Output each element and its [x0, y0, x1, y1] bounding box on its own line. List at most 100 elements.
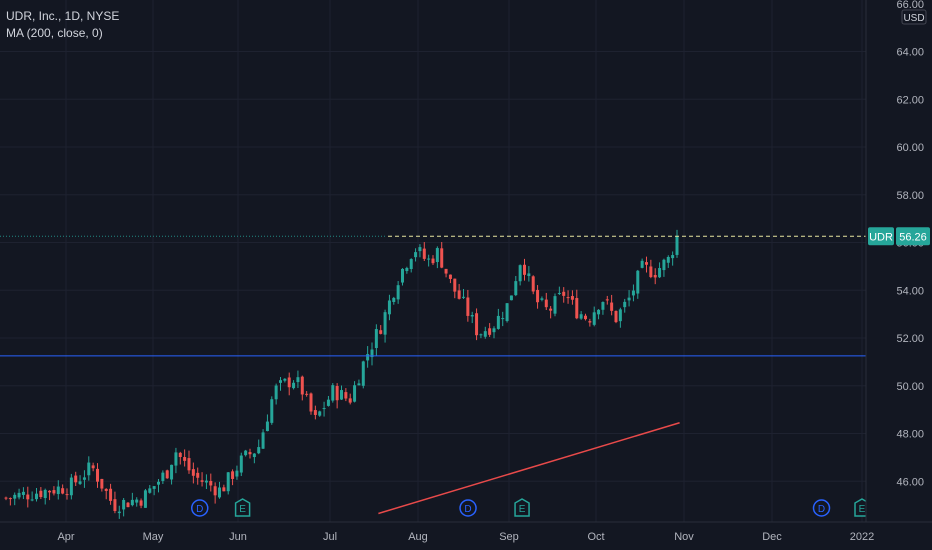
dividend-icon — [459, 499, 477, 517]
time-tick-label: Aug — [408, 531, 428, 543]
candle-body — [183, 457, 187, 461]
candle-body — [8, 498, 12, 500]
earnings-icon — [234, 498, 251, 517]
candle-body — [244, 450, 248, 456]
candle-body — [387, 300, 391, 315]
candle-body — [466, 297, 470, 316]
candle-body — [370, 349, 374, 358]
candle-body — [361, 361, 365, 386]
candle-body — [405, 267, 409, 272]
candle-body — [218, 487, 221, 498]
candle-body — [440, 248, 444, 268]
candle-body — [483, 331, 487, 337]
candle-body — [322, 408, 326, 410]
candle-body — [270, 399, 274, 423]
symbol-title[interactable]: UDR, Inc., 1D, NYSE — [6, 9, 120, 23]
candle-body — [157, 481, 160, 485]
candle-body — [353, 385, 357, 402]
candle-body — [239, 455, 243, 473]
candle-body — [396, 285, 400, 300]
candle-body — [610, 302, 614, 311]
time-tick-label: Apr — [57, 531, 74, 543]
candle-body — [392, 297, 396, 302]
time-tick-label: Jun — [229, 531, 247, 543]
price-tick-label: 58.00 — [896, 190, 924, 202]
price-tick-label: 48.00 — [896, 429, 924, 441]
candle-body — [13, 494, 17, 499]
candle-body — [645, 262, 648, 265]
candle-body — [627, 297, 631, 301]
candle-body — [174, 452, 178, 466]
candle-body — [671, 255, 675, 259]
price-tick-label: 54.00 — [896, 285, 924, 297]
candle-body — [523, 264, 526, 275]
candle-body — [584, 315, 587, 320]
candle-body — [100, 478, 104, 489]
candle-body — [117, 511, 121, 514]
candle-body — [479, 334, 483, 336]
candle-body — [566, 297, 570, 299]
candle-body — [21, 491, 25, 495]
last-price-label: 56.26 — [899, 231, 927, 243]
candle-body — [313, 410, 317, 415]
price-tick-label: 46.00 — [896, 476, 924, 488]
time-tick-label: Dec — [762, 531, 782, 543]
candle-body — [165, 470, 169, 479]
indicator-label[interactable]: MA (200, close, 0) — [6, 26, 103, 40]
time-tick-label: Nov — [674, 531, 694, 543]
candle-body — [348, 398, 352, 403]
candle-body — [653, 274, 657, 278]
candle-body — [122, 499, 126, 510]
candle-body — [470, 315, 474, 317]
candle-body — [35, 493, 38, 500]
candle-body — [509, 295, 513, 301]
time-tick-label: 2022 — [850, 531, 874, 543]
time-axis[interactable]: Apr May Jun Jul Aug Sep Oct Nov Dec 2022 — [0, 521, 932, 550]
event-label: E — [859, 504, 866, 515]
candle-body — [640, 260, 644, 268]
price-tick-label: 64.00 — [896, 47, 924, 59]
candle-body — [96, 468, 99, 482]
candle-body — [235, 470, 239, 477]
last-price-badge — [896, 227, 930, 246]
candle-body — [61, 488, 65, 494]
candle-body — [261, 432, 265, 449]
candle-body — [418, 247, 422, 252]
candle-body — [152, 486, 156, 489]
candle-body — [222, 487, 226, 492]
candle-body — [601, 302, 605, 310]
candle-body — [488, 328, 492, 335]
candle-body — [666, 256, 670, 263]
candle-body — [326, 399, 330, 406]
candle-body — [631, 290, 635, 296]
time-tick-label: Oct — [587, 531, 604, 543]
candle-body — [187, 458, 191, 471]
candle-body — [43, 489, 47, 499]
earnings-icon — [514, 498, 530, 517]
currency-label: USD — [903, 13, 924, 24]
dividend-icon — [191, 499, 209, 517]
candle-body — [374, 329, 378, 348]
candle-body — [636, 270, 640, 294]
candle-body — [109, 488, 113, 501]
dividend-icon — [812, 499, 831, 517]
candle-body — [335, 386, 339, 401]
candle-body — [562, 291, 566, 296]
event-label: D — [196, 504, 203, 515]
time-tick-label: May — [143, 531, 164, 543]
candle-body — [204, 480, 208, 483]
price-tick-label: 62.00 — [896, 94, 924, 106]
candle-body — [453, 278, 457, 292]
candle-body — [26, 494, 30, 500]
candle-body — [366, 354, 370, 361]
candle-body — [296, 377, 300, 383]
candle-body — [309, 393, 313, 412]
price-tick-label: 50.00 — [896, 381, 924, 393]
chart-grid — [0, 0, 866, 522]
candle-body — [126, 502, 130, 508]
price-axis[interactable]: 66.0064.0062.0060.0058.0056.0054.0052.00… — [865, 0, 932, 550]
candle-body — [496, 315, 500, 329]
candle-body — [540, 298, 544, 300]
